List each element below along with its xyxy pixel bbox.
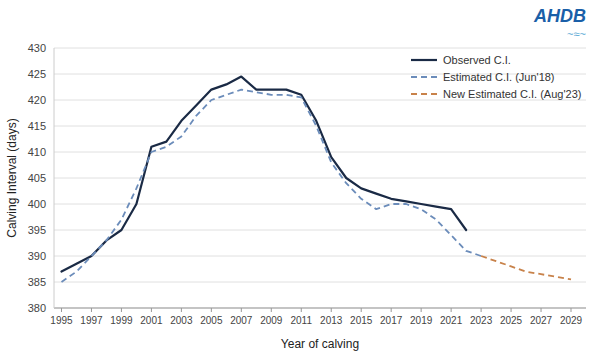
- grid-line: [54, 282, 586, 283]
- grid-line: [54, 204, 586, 205]
- x-tick-label: 2027: [530, 315, 553, 326]
- y-tick-label: 415: [28, 120, 46, 132]
- x-tick: [61, 308, 62, 312]
- x-axis-line: [54, 308, 586, 309]
- chart: 380 385 390 395 400 405 410 415 420 425 430 1995 199…: [0, 0, 600, 358]
- y-tick-label: 420: [28, 94, 46, 106]
- grid-line: [54, 308, 586, 309]
- x-tick: [301, 308, 302, 312]
- y-tick-label: 390: [28, 250, 46, 262]
- x-tick-label: 2029: [560, 315, 583, 326]
- x-tick-label: 2011: [291, 315, 313, 326]
- x-tick: [391, 308, 392, 312]
- grid-line: [54, 230, 586, 231]
- y-tick-label: 380: [28, 302, 46, 314]
- y-tick-label: 430: [28, 42, 46, 54]
- y-tick-label: 385: [28, 276, 46, 288]
- x-axis-label: Year of calving: [281, 337, 359, 351]
- series-line: [61, 77, 466, 272]
- y-tick-label: 410: [28, 146, 46, 158]
- grid-line: [54, 178, 586, 179]
- x-tick: [571, 308, 572, 312]
- y-tick-label: 405: [28, 172, 46, 184]
- y-tick-label: 395: [28, 224, 46, 236]
- grid-line: [54, 152, 586, 153]
- legend-swatch: [411, 76, 437, 78]
- x-tick-label: 1995: [50, 315, 73, 326]
- y-tick-label: 400: [28, 198, 46, 210]
- x-tick-label: 1999: [110, 315, 133, 326]
- series-line: [481, 256, 571, 279]
- x-tick: [121, 308, 122, 312]
- annotation: AHDB: [533, 6, 586, 26]
- grid-line: [54, 126, 586, 127]
- grid-line: [54, 48, 586, 49]
- y-tick-label: 425: [28, 68, 46, 80]
- legend-label: New Estimated C.I. (Aug'23): [443, 88, 581, 100]
- x-tick: [151, 308, 152, 312]
- grid-line: [54, 256, 586, 257]
- legend-swatch: [411, 59, 437, 61]
- x-tick-label: 2019: [410, 315, 433, 326]
- x-tick-label: 2021: [440, 315, 463, 326]
- x-tick: [241, 308, 242, 312]
- legend-swatch: [411, 93, 437, 95]
- x-tick: [271, 308, 272, 312]
- y-axis-label: Calving Interval (days): [5, 118, 19, 237]
- x-tick-label: 2017: [380, 315, 403, 326]
- x-tick: [421, 308, 422, 312]
- x-tick-label: 2015: [350, 315, 373, 326]
- x-tick-label: 2023: [470, 315, 493, 326]
- series-line: [61, 90, 481, 282]
- y-grid: [54, 48, 586, 308]
- x-tick-label: 2007: [230, 315, 253, 326]
- legend-label: Observed C.I.: [443, 54, 511, 66]
- x-tick-label: 2013: [320, 315, 343, 326]
- x-tick: [481, 308, 482, 312]
- x-tick: [361, 308, 362, 312]
- x-tick-label: 1997: [80, 315, 103, 326]
- x-tick-label: 2003: [170, 315, 193, 326]
- x-tick: [181, 308, 182, 312]
- x-tick: [91, 308, 92, 312]
- x-tick: [541, 308, 542, 312]
- x-tick: [451, 308, 452, 312]
- x-tick-label: 2001: [140, 315, 163, 326]
- y-axis-line: [54, 48, 55, 308]
- lines: [61, 77, 571, 282]
- annotation: ~≈~: [567, 28, 586, 40]
- x-tick-label: 2009: [260, 315, 283, 326]
- legend: Observed C.I. Estimated C.I. (Jun'18) New …: [411, 54, 581, 100]
- x-tick: [331, 308, 332, 312]
- x-tick: [211, 308, 212, 312]
- x-tick-label: 2005: [200, 315, 223, 326]
- x-tick: [511, 308, 512, 312]
- legend-label: Estimated C.I. (Jun'18): [443, 71, 555, 83]
- x-tick-label: 2025: [500, 315, 523, 326]
